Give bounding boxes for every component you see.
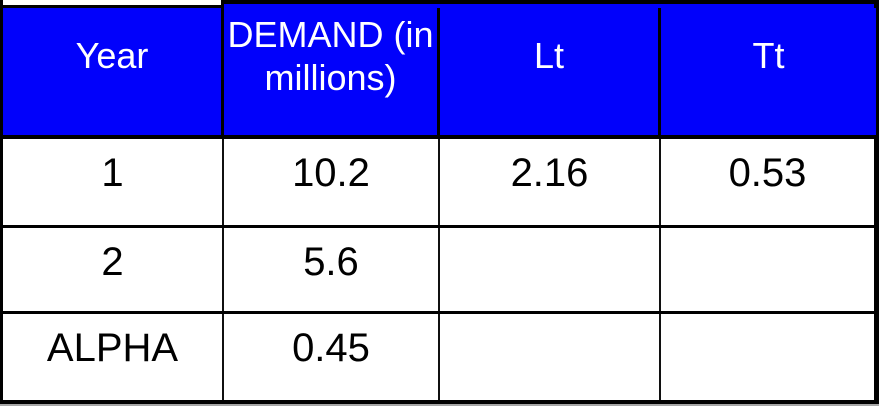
cell-demand-2: 5.6: [224, 228, 440, 311]
cell-demand-1: 10.2: [224, 139, 440, 225]
cell-lt-1: 2.16: [440, 139, 661, 225]
table-row-year-1: 1 10.2 2.16 0.53: [0, 139, 879, 228]
cutoff-cell: [0, 0, 224, 8]
table-row-year-2: 2 5.6: [0, 228, 879, 314]
table-row-alpha: ALPHA 0.45: [0, 314, 879, 404]
header-cell-demand: DEMAND (in millions): [224, 8, 440, 135]
cutoff-header-top: [224, 0, 879, 8]
cell-alpha-label: ALPHA: [0, 314, 224, 400]
cell-tt-1: 0.53: [661, 139, 879, 225]
cell-year-1: 1: [0, 139, 224, 225]
header-cell-tt: Tt: [661, 8, 879, 135]
bottom-edge-line: [0, 404, 879, 406]
cell-lt-alpha: [440, 314, 661, 400]
cell-tt-2: [661, 228, 879, 311]
header-cell-lt: Lt: [440, 8, 661, 135]
cutoff-row-above: [0, 0, 879, 8]
header-cell-year: Year: [0, 8, 224, 135]
header-row: Year DEMAND (in millions) Lt Tt: [0, 8, 879, 139]
cell-tt-alpha: [661, 314, 879, 400]
cell-alpha-value: 0.45: [224, 314, 440, 400]
cell-lt-2: [440, 228, 661, 311]
cell-year-2: 2: [0, 228, 224, 311]
